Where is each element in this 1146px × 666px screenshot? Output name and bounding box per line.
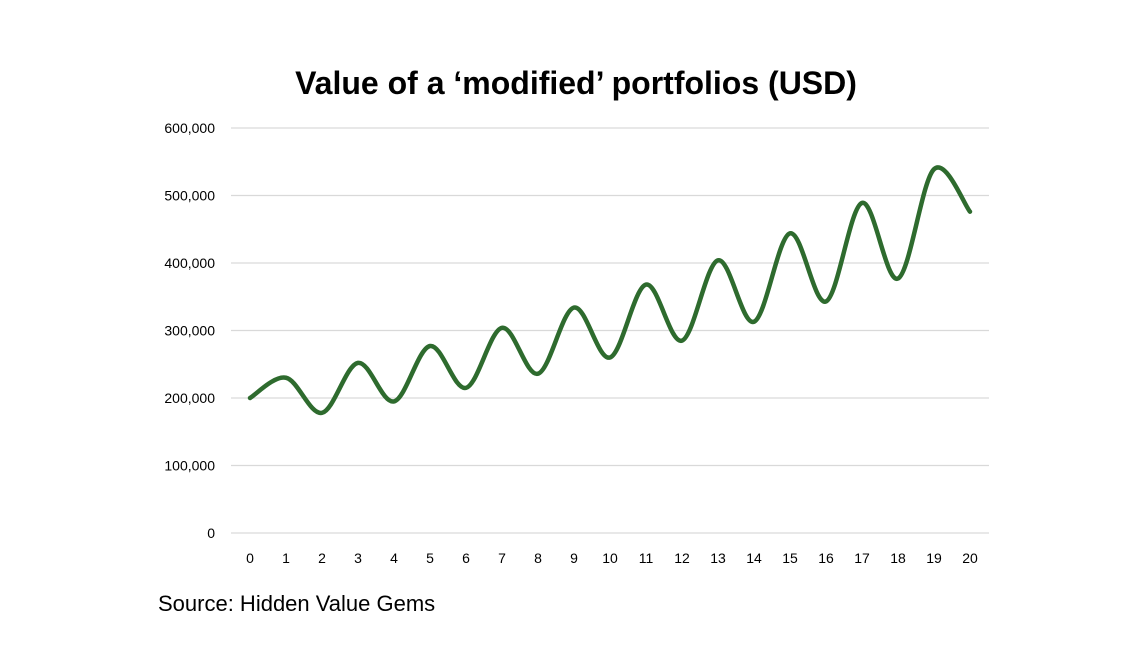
x-tick-label: 10 [602, 550, 618, 566]
x-tick-label: 7 [498, 550, 506, 566]
x-tick-label: 6 [462, 550, 470, 566]
x-tick-label: 14 [746, 550, 762, 566]
y-tick-label: 300,000 [164, 323, 215, 339]
x-axis-tick-labels: 0 1 2 3 4 5 6 7 8 9 10 11 12 13 14 15 16 17 18 19 20 [246, 550, 978, 566]
y-axis-tick-labels: 0 100,000 200,000 300,000 400,000 500,000 600,… [164, 120, 215, 541]
x-tick-label: 9 [570, 550, 578, 566]
y-tick-label: 400,000 [164, 255, 215, 271]
x-tick-label: 0 [246, 550, 254, 566]
x-tick-label: 3 [354, 550, 362, 566]
x-tick-label: 18 [890, 550, 906, 566]
chart-title: Value of a ‘modified’ portfolios (USD) [295, 65, 857, 101]
x-tick-label: 13 [710, 550, 726, 566]
x-tick-label: 20 [962, 550, 978, 566]
y-tick-label: 200,000 [164, 390, 215, 406]
x-tick-label: 15 [782, 550, 798, 566]
x-tick-label: 11 [639, 550, 654, 566]
x-tick-label: 1 [282, 550, 290, 566]
x-tick-label: 2 [318, 550, 326, 566]
x-tick-label: 16 [818, 550, 834, 566]
gridlines [231, 127, 989, 534]
x-tick-label: 4 [390, 550, 398, 566]
series-layer [247, 165, 973, 416]
y-tick-label: 0 [207, 525, 215, 541]
series-line [247, 165, 973, 416]
x-tick-label: 17 [854, 550, 870, 566]
x-tick-label: 5 [426, 550, 434, 566]
x-tick-label: 19 [926, 550, 942, 566]
y-tick-label: 100,000 [164, 458, 215, 474]
x-tick-label: 12 [674, 550, 690, 566]
source-note: Source: Hidden Value Gems [158, 591, 435, 616]
y-tick-label: 600,000 [164, 120, 215, 136]
x-tick-label: 8 [534, 550, 542, 566]
y-tick-label: 500,000 [164, 188, 215, 204]
